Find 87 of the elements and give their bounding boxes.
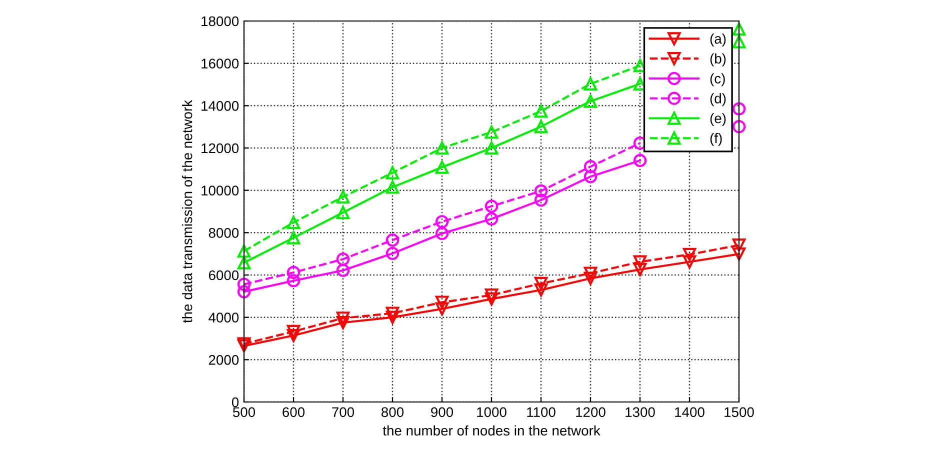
x-tick-label: 900 [431, 407, 454, 418]
legend-label: (b) [710, 53, 726, 66]
point [633, 154, 647, 168]
x-tick-label: 600 [282, 407, 305, 418]
y-tick-label: 6000 [208, 270, 239, 280]
point [237, 278, 251, 291]
point [484, 141, 498, 155]
y-tick-label: 14000 [202, 101, 239, 111]
point [336, 316, 350, 330]
point [386, 306, 400, 320]
point [237, 244, 251, 258]
point [386, 246, 400, 260]
point [584, 266, 598, 280]
y-tick-label: 0 [232, 397, 239, 408]
point [336, 206, 350, 220]
point [435, 160, 449, 174]
point [584, 170, 598, 184]
point [386, 166, 400, 180]
point [286, 216, 300, 230]
x-axis-title: the number of nodes in the network [382, 425, 600, 436]
point [386, 310, 400, 324]
point [286, 266, 300, 280]
point [682, 248, 696, 262]
y-tick-label: 8000 [208, 228, 239, 238]
legend-label: (e) [710, 113, 726, 126]
x-tick-label: 700 [332, 407, 354, 418]
point [732, 238, 746, 252]
y-tick-label: 10000 [202, 186, 239, 196]
y-tick-label: 4000 [208, 312, 239, 323]
x-tick-label: 1100 [527, 407, 556, 418]
x-tick-label: 1400 [675, 407, 704, 418]
point [286, 274, 300, 288]
point [584, 94, 598, 108]
x-tick-label: 1200 [576, 407, 606, 418]
point [484, 212, 498, 226]
x-tick-label: 500 [232, 407, 256, 418]
point [633, 262, 647, 276]
point [534, 283, 548, 297]
point [732, 22, 746, 36]
point [732, 35, 746, 48]
point [732, 120, 746, 134]
point [732, 102, 746, 116]
y-axis-title: the data transmission of the network [182, 100, 192, 323]
legend-label: (a) [710, 34, 726, 46]
point [435, 215, 449, 228]
x-tick-label: 1000 [477, 407, 506, 418]
point [732, 247, 746, 261]
point [484, 200, 498, 213]
point [386, 180, 400, 194]
point [435, 302, 449, 316]
point [435, 296, 449, 309]
point [534, 120, 548, 134]
y-tick-label: 18000 [202, 16, 239, 26]
point [336, 190, 350, 204]
point [534, 184, 548, 198]
point [534, 104, 548, 118]
point [584, 160, 598, 174]
y-tick-label: 16000 [202, 58, 239, 69]
point [237, 339, 251, 353]
point [633, 255, 647, 268]
point [336, 252, 350, 266]
legend-label: (d) [710, 93, 726, 106]
point [435, 141, 449, 155]
legend-label: (c) [710, 73, 725, 86]
point [584, 272, 598, 285]
point [336, 264, 350, 277]
point [237, 285, 251, 298]
point [534, 276, 548, 290]
legend-label: (f) [710, 132, 722, 146]
point [336, 312, 350, 325]
point [484, 126, 498, 139]
point [237, 256, 251, 270]
x-tick-label: 800 [382, 407, 404, 418]
point [286, 231, 300, 244]
point [386, 233, 400, 247]
point [682, 255, 696, 268]
point [484, 292, 498, 306]
x-tick-label: 1300 [626, 407, 655, 418]
point [286, 328, 300, 342]
point [584, 77, 598, 90]
x-tick-label: 1500 [724, 407, 754, 418]
y-tick-label: 2000 [208, 355, 239, 365]
point [484, 288, 498, 302]
point [534, 193, 548, 207]
point [286, 324, 300, 338]
point [435, 226, 449, 240]
y-tick-label: 12000 [202, 143, 239, 154]
